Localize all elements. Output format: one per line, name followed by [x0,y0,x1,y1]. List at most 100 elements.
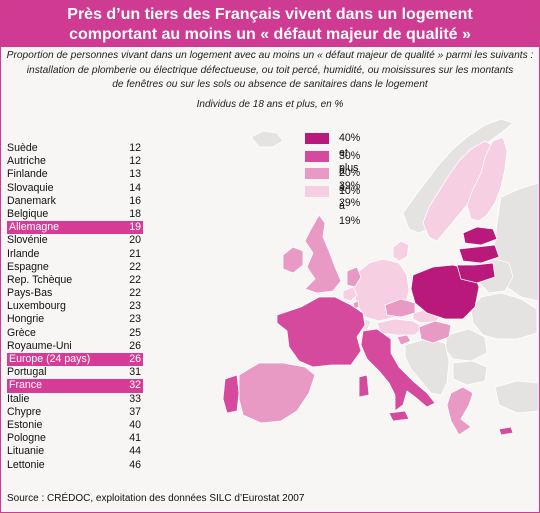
country-row: Danemark 16 [7,195,143,208]
legend-label: 10% à 19% [339,184,361,227]
legend-swatch [305,150,329,162]
country-value: 26 [129,339,141,352]
map-portugal [222,374,240,414]
country-name: Chypre [7,405,42,418]
country-row: Suède 12 [7,142,143,155]
map-france [276,296,366,368]
country-name: Grèce [7,326,36,339]
map-sicily [388,410,410,422]
country-name: Slovénie [7,234,48,247]
map-czech [384,298,416,318]
country-name: Autriche [7,155,46,168]
country-value: 21 [129,247,141,260]
legend-swatch [305,168,329,179]
map-bulgaria [452,360,488,386]
country-name: Slovaquie [7,181,54,194]
map-ireland [282,246,304,274]
country-name: Danemark [7,194,56,207]
country-row: Estonie 40 [7,419,143,432]
country-name: Suède [7,142,38,154]
title-line-1: Près d’un tiers des Français vivent dans… [67,6,473,23]
country-row: Portugal 31 [7,366,143,379]
country-value: 33 [129,392,141,405]
country-name: France [9,379,42,392]
country-value: 44 [129,445,141,458]
country-name: Rep. Tchèque [7,273,73,286]
units-note: Individus de 18 ans et plus, en % [196,99,344,110]
country-row: Europe (24 pays) 26 [7,353,143,367]
country-value: 23 [129,313,141,326]
country-row: Italie 33 [7,393,143,406]
map-italy [360,328,436,412]
country-name: Europe (24 pays) [9,353,91,365]
country-row: Chypre 37 [7,406,143,419]
country-row: Hongrie 23 [7,313,143,326]
country-row: Pologne 41 [7,432,143,445]
country-value: 16 [129,194,141,207]
country-row: Autriche 12 [7,155,143,168]
country-value: 25 [129,326,141,339]
country-row: Lettonie 46 [7,459,143,472]
country-name: Royaume-Uni [7,339,72,352]
country-name: Portugal [7,366,47,379]
country-name: Lettonie [7,458,45,471]
map-finland [466,136,508,222]
country-row: Pays-Bas 22 [7,287,143,300]
country-row: Luxembourg 23 [7,300,143,313]
map-uk [304,214,342,294]
legend-label: 30% à 39% [339,149,361,192]
country-row: Slovaquie 14 [7,182,143,195]
country-name: Lituanie [7,445,45,458]
map-sardinia [358,374,370,398]
legend-swatch [305,133,329,144]
map-turkey [494,380,539,414]
country-value: 40 [129,418,141,431]
country-row: Slovénie 20 [7,234,143,247]
country-value: 18 [129,207,141,220]
map-romania [444,328,488,362]
country-row: Espagne 22 [7,261,143,274]
map-cyprus [498,426,514,436]
country-value: 14 [129,181,141,194]
country-name: Hongrie [7,313,45,326]
country-row: Royaume-Uni 26 [7,340,143,353]
country-name: Allemagne [9,221,60,234]
map-estonia [462,226,498,246]
map-slovenia [396,334,412,346]
subtitle-line-3: de fenêtres ou sur les sols ou absence d… [112,79,428,90]
map-austria [376,318,424,336]
map-greece [446,386,474,436]
map-spain [238,362,316,424]
country-value: 20 [129,234,141,247]
map-denmark [392,240,410,262]
title-banner: Près d’un tiers des Français vivent dans… [1,1,539,47]
map-netherlands [346,266,362,288]
country-row: Lituanie 44 [7,445,143,458]
country-name: Pays-Bas [7,287,53,300]
title-line-2: comportant au moins un « défaut majeur d… [69,26,471,43]
country-name: Pologne [7,432,46,445]
map-latvia [458,244,500,264]
country-name: Espagne [7,260,49,273]
country-row: Rep. Tchèque 22 [7,274,143,287]
country-name: Estonie [7,418,43,431]
europe-map [222,118,539,436]
map-lithuania [456,262,496,284]
country-value: 26 [129,353,141,365]
country-value: 12 [129,155,141,168]
country-value: 22 [129,260,141,273]
country-row: Irlande 21 [7,248,143,261]
country-value: 41 [129,432,141,445]
country-row: Finlande 13 [7,168,143,181]
legend-swatch [305,185,329,197]
subtitle-line-2: installation de plomberie ou électrique … [26,64,514,76]
country-row: Grèce 25 [7,327,143,340]
country-ranking-table: Suède 12 Autriche 12 Finlande 13 Slovaquie 14 Da… [7,142,143,472]
legend-label: 20% à 29% [339,167,361,209]
subtitle-line-1: Proportion de personnes vivant dans un l… [6,50,534,61]
country-value: 46 [129,458,141,471]
country-row: France 32 [7,379,143,393]
country-name: Finlande [7,168,48,181]
country-value: 32 [129,379,141,392]
